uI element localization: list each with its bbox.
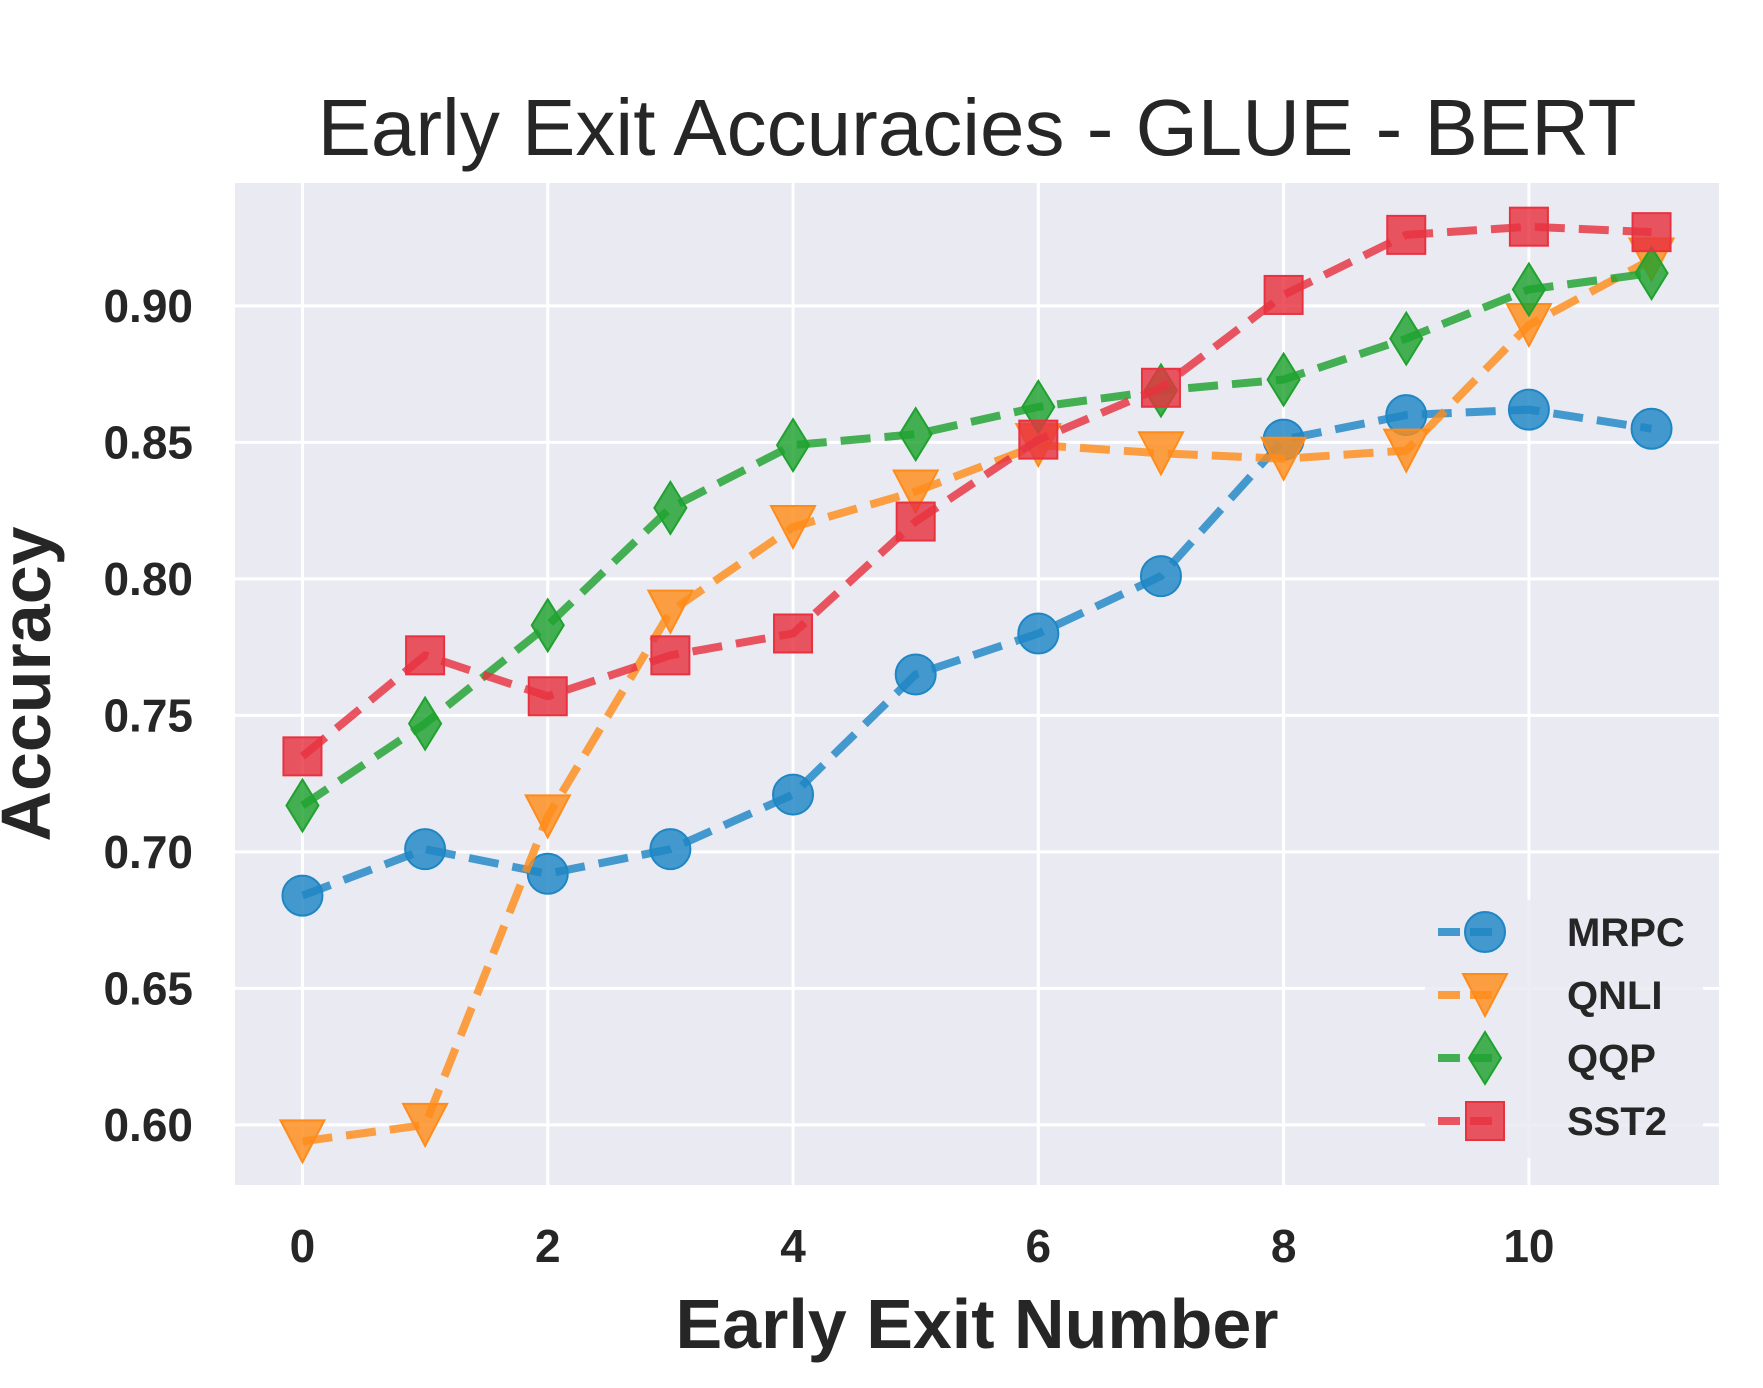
diamond-marker <box>1266 351 1301 408</box>
square-marker <box>405 635 446 676</box>
square-marker <box>1263 274 1304 315</box>
circle-marker <box>894 653 937 696</box>
x-tick-label: 4 <box>780 1220 806 1272</box>
square-marker <box>895 501 936 542</box>
x-tick-label: 2 <box>535 1220 561 1272</box>
circle-marker <box>649 828 692 871</box>
series-line <box>300 269 1653 809</box>
x-axis-label: Early Exit Number <box>676 1285 1279 1363</box>
square-marker <box>282 736 323 777</box>
tick-labels: 0 2 4 6 8 10 0.60 0.65 0.70 0.75 0.80 0.85 0.90 <box>103 280 1554 1272</box>
series-line <box>299 222 1652 760</box>
circle-marker <box>1464 911 1506 953</box>
square-marker <box>650 635 691 676</box>
diamond-marker <box>1467 1030 1503 1086</box>
triangle-marker <box>1461 973 1509 1019</box>
legend: MRPC QNLI QQP SST2 <box>1425 900 1703 1158</box>
y-tick-label: 0.90 <box>103 280 193 332</box>
circle-marker <box>1017 612 1060 655</box>
diamond-marker <box>1634 245 1669 302</box>
x-tick-label: 0 <box>290 1220 316 1272</box>
triangle-marker <box>769 505 817 551</box>
triangle-marker <box>1259 436 1308 482</box>
triangle-marker <box>646 589 695 635</box>
y-tick-label: 0.60 <box>103 1099 193 1151</box>
legend-label: QNLI <box>1567 974 1663 1018</box>
y-tick-label: 0.85 <box>103 416 193 468</box>
diamond-marker <box>285 777 320 834</box>
triangle-marker <box>524 794 572 840</box>
series-sst2 <box>282 206 1672 777</box>
triangle-marker <box>278 1119 327 1165</box>
triangle-marker <box>401 1102 449 1149</box>
square-marker <box>1508 206 1549 247</box>
diamond-marker <box>653 479 688 536</box>
circle-marker <box>1630 407 1673 450</box>
triangle-marker <box>892 469 940 515</box>
series-layer <box>278 206 1676 1165</box>
square-marker <box>1465 1101 1505 1141</box>
legend-item-qnli: QNLI <box>1438 973 1663 1019</box>
square-marker <box>527 676 568 717</box>
legend-item-mrpc: MRPC <box>1438 911 1685 955</box>
square-marker <box>1018 419 1059 460</box>
legend-label: SST2 <box>1567 1100 1667 1144</box>
chart-title: Early Exit Accuracies - GLUE - BERT <box>318 83 1637 172</box>
square-marker <box>1631 212 1672 253</box>
diamond-marker <box>1511 261 1547 318</box>
square-marker <box>1140 367 1181 408</box>
y-tick-label: 0.75 <box>103 689 193 741</box>
x-tick-label: 10 <box>1503 1220 1554 1272</box>
circle-marker <box>526 852 569 895</box>
legend-label: MRPC <box>1567 911 1685 955</box>
circle-marker <box>1139 555 1182 598</box>
legend-item-qqp: QQP <box>1438 1030 1656 1086</box>
y-tick-label: 0.70 <box>103 826 193 878</box>
circle-marker <box>772 773 815 816</box>
x-tick-label: 8 <box>1271 1220 1297 1272</box>
diamond-marker <box>775 417 811 474</box>
y-axis-label: Accuracy <box>0 526 65 841</box>
triangle-marker <box>1137 431 1185 477</box>
x-tick-label: 6 <box>1026 1220 1052 1272</box>
y-tick-label: 0.80 <box>103 553 193 605</box>
y-tick-label: 0.65 <box>103 962 193 1014</box>
square-marker <box>773 613 814 654</box>
legend-label: QQP <box>1567 1037 1656 1081</box>
circle-marker <box>1507 388 1550 431</box>
diamond-marker <box>898 406 933 463</box>
diamond-marker <box>407 695 443 752</box>
series-qqp <box>285 245 1669 834</box>
triangle-marker <box>1382 428 1430 474</box>
diamond-marker <box>530 597 565 654</box>
legend-item-sst2: SST2 <box>1438 1100 1667 1144</box>
circle-marker <box>281 874 324 917</box>
diamond-marker <box>1389 310 1424 367</box>
square-marker <box>1386 214 1427 255</box>
circle-marker <box>404 828 447 871</box>
